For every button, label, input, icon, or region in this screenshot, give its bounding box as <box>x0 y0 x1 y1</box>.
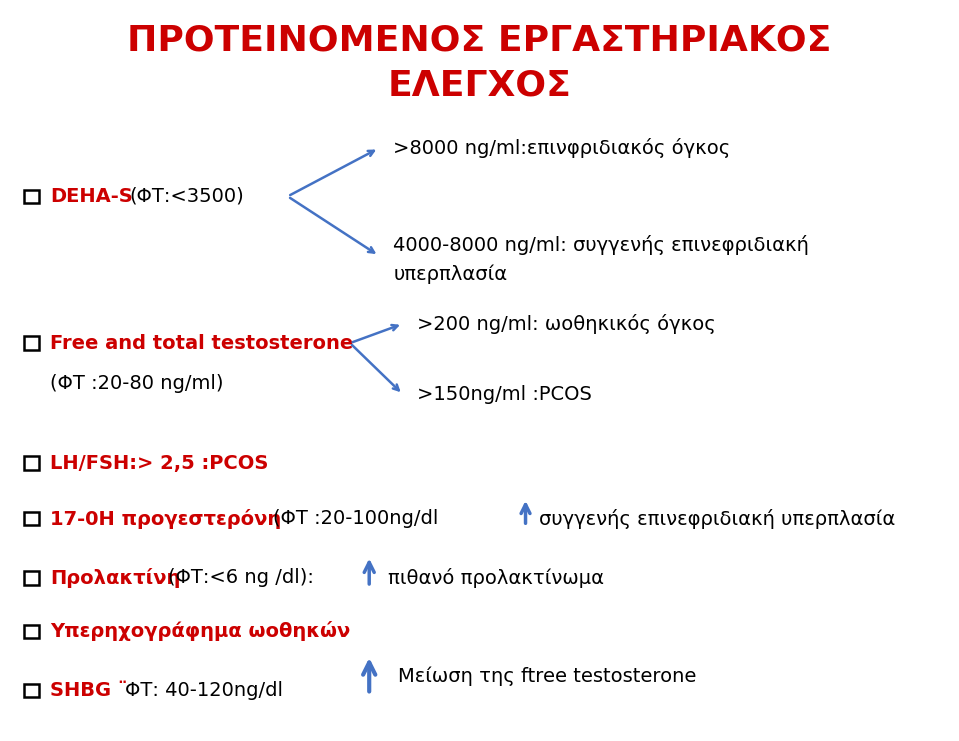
Text: >200 ng/ml: ωοθηκικός όγκος: >200 ng/ml: ωοθηκικός όγκος <box>417 314 716 333</box>
Text: 17-0Η προγεστερόνη: 17-0Η προγεστερόνη <box>50 509 281 528</box>
Text: SHBG ¨: SHBG ¨ <box>50 681 128 700</box>
Text: Μείωση της ftree testosterone: Μείωση της ftree testosterone <box>398 666 696 685</box>
Text: Υπερηχογράφημα ωοθηκών: Υπερηχογράφημα ωοθηκών <box>50 622 350 641</box>
Text: >8000 ng/ml:επινφριδιακός όγκος: >8000 ng/ml:επινφριδιακός όγκος <box>393 139 731 158</box>
Text: LH/FSH:> 2,5 :PCOS: LH/FSH:> 2,5 :PCOS <box>50 453 269 473</box>
Bar <box>24 456 38 470</box>
Text: (ΦΤ :20-80 ng/ml): (ΦΤ :20-80 ng/ml) <box>50 374 223 393</box>
Text: ΠΡΟΤΕΙΝΟΜΕΝΟΣ ΕΡΓΑΣΤΗΡΙΑΚΟΣ: ΠΡΟΤΕΙΝΟΜΕΝΟΣ ΕΡΓΑΣΤΗΡΙΑΚΟΣ <box>128 24 831 58</box>
Bar <box>24 684 38 697</box>
Text: ΦΤ: 40-120ng/dl: ΦΤ: 40-120ng/dl <box>125 681 283 700</box>
Text: συγγενής επινεφριδιακή υπερπλασία: συγγενής επινεφριδιακή υπερπλασία <box>539 509 895 528</box>
Bar <box>24 512 38 525</box>
Text: (ΦΤ:<6 ng /dl):: (ΦΤ:<6 ng /dl): <box>168 568 314 588</box>
Text: 4000-8000 ng/ml: συγγενής επινεφριδιακή: 4000-8000 ng/ml: συγγενής επινεφριδιακή <box>393 235 809 254</box>
Bar <box>24 571 38 585</box>
Text: (ΦΤ:<3500): (ΦΤ:<3500) <box>129 187 245 206</box>
Text: Προλακτίνη: Προλακτίνη <box>50 568 180 588</box>
Text: Free and total testosterone: Free and total testosterone <box>50 333 353 353</box>
Bar <box>24 625 38 638</box>
Text: (ΦΤ :20-100ng/dl: (ΦΤ :20-100ng/dl <box>273 509 438 528</box>
Text: >150ng/ml :PCOS: >150ng/ml :PCOS <box>417 385 592 404</box>
Bar <box>24 190 38 203</box>
Text: πιθανό προλακτίνωμα: πιθανό προλακτίνωμα <box>388 568 604 588</box>
Text: ΕΛΕΓΧΟΣ: ΕΛΕΓΧΟΣ <box>387 68 572 102</box>
Text: DEHA-S: DEHA-S <box>50 187 132 206</box>
Text: υπερπλασία: υπερπλασία <box>393 265 507 284</box>
Bar <box>24 336 38 350</box>
